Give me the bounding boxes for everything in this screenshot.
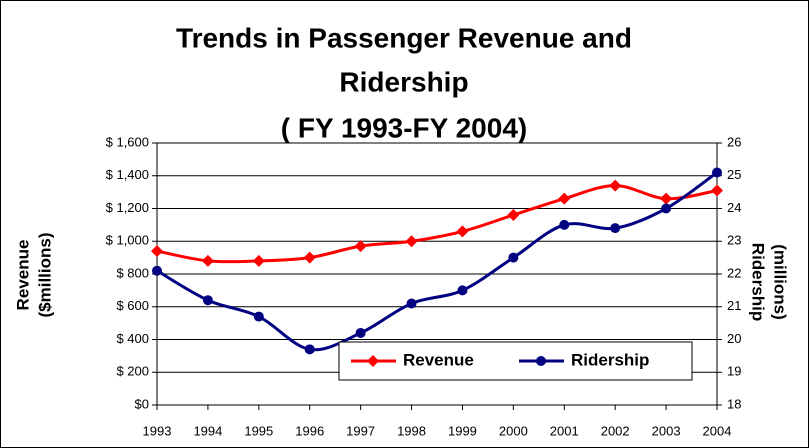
x-tick-label: 2004 bbox=[703, 423, 732, 438]
marker bbox=[354, 240, 367, 253]
marker bbox=[152, 265, 162, 276]
y-tick-label: $ 400 bbox=[116, 331, 149, 346]
chart-title: Ridership bbox=[339, 66, 468, 97]
x-tick-label: 1995 bbox=[244, 423, 273, 438]
y2-tick-label: 24 bbox=[727, 200, 741, 215]
y-tick-label: $ 200 bbox=[116, 364, 149, 379]
marker bbox=[456, 225, 469, 238]
chart-title: Trends in Passenger Revenue and bbox=[176, 22, 632, 53]
marker bbox=[712, 167, 722, 178]
legend-marker bbox=[536, 356, 546, 366]
marker bbox=[252, 254, 265, 267]
x-tick-label: 1999 bbox=[448, 423, 477, 438]
x-tick-label: 1997 bbox=[346, 423, 375, 438]
marker bbox=[660, 192, 673, 205]
marker bbox=[711, 184, 723, 197]
marker bbox=[610, 223, 621, 234]
marker bbox=[253, 311, 264, 322]
y2-tick-label: 22 bbox=[727, 265, 741, 280]
marker bbox=[355, 327, 366, 338]
y2-axis-title: (millions) bbox=[771, 244, 790, 320]
x-tick-label: 1996 bbox=[295, 423, 324, 438]
y2-tick-label: 18 bbox=[727, 396, 741, 411]
chart-title: ( FY 1993-FY 2004) bbox=[281, 112, 527, 143]
y-tick-label: $ 1,600 bbox=[106, 134, 149, 149]
y-tick-label: $0 bbox=[135, 396, 149, 411]
y2-tick-label: 19 bbox=[727, 364, 741, 379]
marker bbox=[609, 179, 622, 192]
marker bbox=[558, 192, 571, 205]
marker bbox=[405, 235, 418, 248]
y2-tick-label: 23 bbox=[727, 233, 741, 248]
x-tick-label: 1994 bbox=[193, 423, 222, 438]
y2-tick-label: 26 bbox=[727, 134, 741, 149]
x-tick-label: 2001 bbox=[550, 423, 579, 438]
legend-box bbox=[338, 341, 693, 381]
x-tick-label: 1998 bbox=[397, 423, 426, 438]
marker bbox=[304, 344, 315, 355]
legend-marker bbox=[367, 355, 379, 367]
legend: Revenue Ridership bbox=[338, 341, 693, 381]
legend-label: Revenue bbox=[403, 350, 474, 369]
legend-label: Ridership bbox=[571, 350, 649, 369]
x-tick-label: 1993 bbox=[143, 423, 172, 438]
marker bbox=[151, 245, 163, 258]
marker bbox=[406, 298, 417, 309]
x-tick-label: 2003 bbox=[652, 423, 681, 438]
marker bbox=[202, 295, 213, 306]
y2-tick-label: 25 bbox=[727, 167, 741, 182]
y-tick-label: $ 1,200 bbox=[106, 200, 149, 215]
marker bbox=[661, 203, 672, 214]
marker bbox=[457, 285, 468, 296]
y-tick-label: $ 800 bbox=[116, 265, 149, 280]
y-axis-title: Revenue bbox=[13, 240, 32, 311]
y-tick-label: $ 1,000 bbox=[106, 233, 149, 248]
marker bbox=[201, 254, 214, 267]
y2-tick-label: 21 bbox=[727, 298, 741, 313]
marker bbox=[507, 209, 520, 222]
x-tick-label: 2000 bbox=[499, 423, 528, 438]
y2-tick-label: 20 bbox=[727, 331, 741, 346]
y-axis-title: ($millions) bbox=[35, 232, 54, 317]
y2-axis-title: Ridership bbox=[749, 243, 768, 321]
marker bbox=[303, 251, 316, 264]
x-tick-label: 2002 bbox=[601, 423, 630, 438]
y-tick-label: $ 1,400 bbox=[106, 167, 149, 182]
marker bbox=[508, 252, 519, 263]
marker bbox=[559, 219, 570, 230]
y-tick-label: $ 600 bbox=[116, 298, 149, 313]
